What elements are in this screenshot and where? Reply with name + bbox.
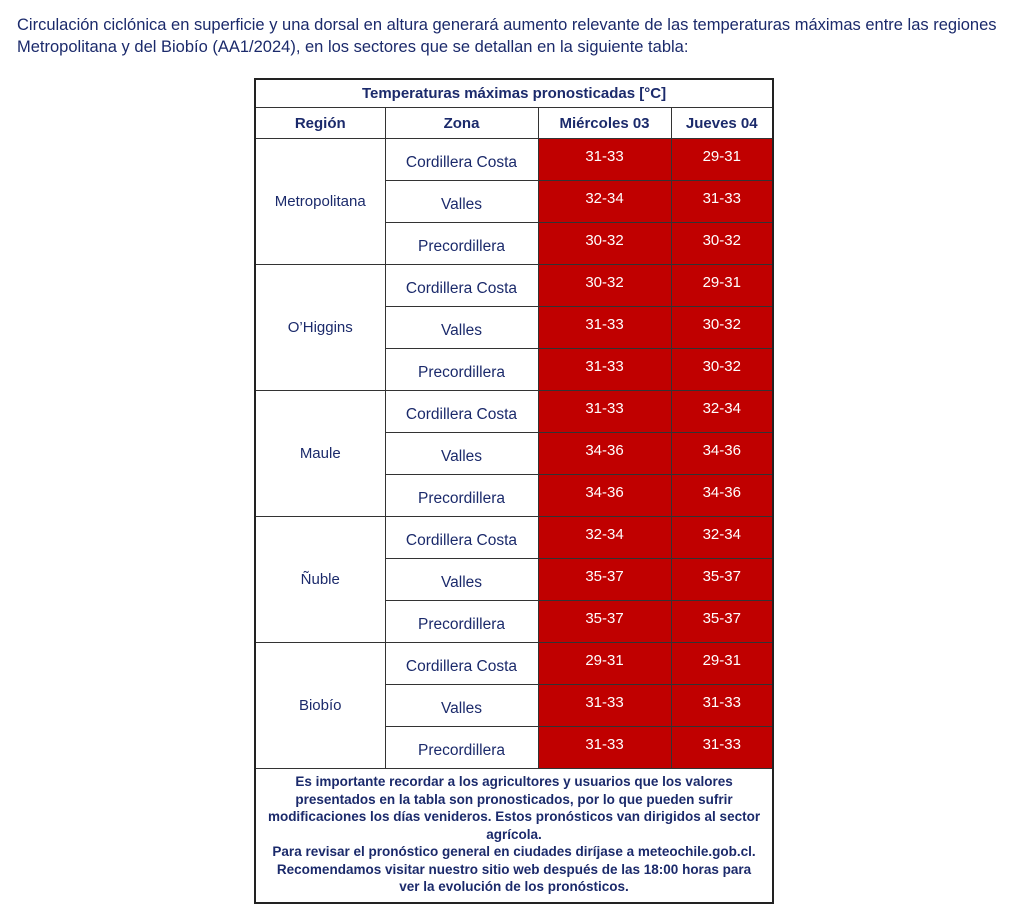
miercoles-value: 29-31 [537,642,672,685]
miercoles-value: 31-33 [537,138,672,181]
miercoles-value: 32-34 [537,180,672,223]
table-row: Precordillera 30-32 30-32 [255,222,774,265]
footer-note-2: Para revisar el pronóstico general en ci… [272,844,756,894]
miercoles-value: 34-36 [537,432,672,475]
miercoles-value: 34-36 [537,474,672,517]
header-jueves: Jueves 04 [670,107,774,139]
miercoles-value: 30-32 [537,222,672,265]
jueves-value: 29-31 [670,264,774,307]
zona-cell: Precordillera [384,474,539,517]
region-cell: Metropolitana [254,138,386,265]
header-miercoles: Miércoles 03 [537,107,672,139]
jueves-value: 30-32 [670,306,774,349]
jueves-value: 31-33 [670,684,774,727]
zona-cell: Precordillera [384,726,539,769]
zona-cell: Valles [384,684,539,727]
table-row: Valles 32-34 31-33 [255,180,774,223]
jueves-value: 30-32 [670,222,774,265]
zona-cell: Valles [384,306,539,349]
jueves-value: 31-33 [670,180,774,223]
miercoles-value: 31-33 [537,726,672,769]
jueves-value: 29-31 [670,642,774,685]
miercoles-value: 31-33 [537,684,672,727]
jueves-value: 29-31 [670,138,774,181]
table-row: Valles 34-36 34-36 [255,432,774,475]
region-cell: Maule [254,390,386,517]
table-row: Valles 31-33 31-33 [255,684,774,727]
jueves-value: 32-34 [670,516,774,559]
zona-cell: Precordillera [384,348,539,391]
jueves-value: 30-32 [670,348,774,391]
zona-cell: Valles [384,558,539,601]
jueves-value: 35-37 [670,558,774,601]
table-row: Precordillera 34-36 34-36 [255,474,774,517]
jueves-value: 32-34 [670,390,774,433]
table-row: Maule Cordillera Costa 31-33 32-34 [254,390,774,517]
region-cell: O’Higgins [254,264,386,391]
jueves-value: 34-36 [670,474,774,517]
jueves-value: 35-37 [670,600,774,643]
table-row: Metropolitana Cordillera Costa 31-33 29-31 [254,138,774,265]
miercoles-value: 35-37 [537,558,672,601]
zona-cell: Precordillera [384,222,539,265]
miercoles-value: 32-34 [537,516,672,559]
header-zona: Zona [384,107,539,139]
zona-cell: Precordillera [384,600,539,643]
footer-note-1: Es importante recordar a los agricultore… [267,774,761,842]
region-cell: Biobío [254,642,386,769]
forecast-table: Temperaturas máximas pronosticadas [°C] … [254,78,775,904]
header-region: Región [254,107,386,139]
zona-cell: Cordillera Costa [384,264,539,307]
table-row: Ñuble Cordillera Costa 32-34 32-34 [254,516,774,643]
table-footer-note: Es importante recordar a los agricultore… [254,768,774,903]
zona-cell: Valles [384,432,539,475]
table-row: O’Higgins Cordillera Costa 30-32 29-31 [254,264,774,391]
jueves-value: 31-33 [670,726,774,769]
table-row: Valles 31-33 30-32 [255,306,774,349]
table-row: Precordillera 31-33 30-32 [255,348,774,391]
zona-cell: Cordillera Costa [384,138,539,181]
region-cell: Ñuble [254,516,386,643]
zona-cell: Cordillera Costa [384,390,539,433]
intro-paragraph: Circulación ciclónica en superficie y un… [17,16,997,56]
table-row: Biobío Cordillera Costa 29-31 29-31 [254,642,774,769]
zona-cell: Cordillera Costa [384,642,539,685]
zona-cell: Valles [384,180,539,223]
miercoles-value: 30-32 [537,264,672,307]
table-title: Temperaturas máximas pronosticadas [°C] [254,78,774,108]
miercoles-value: 31-33 [537,348,672,391]
miercoles-value: 31-33 [537,306,672,349]
zona-cell: Cordillera Costa [384,516,539,559]
jueves-value: 34-36 [670,432,774,475]
miercoles-value: 35-37 [537,600,672,643]
table-row: Valles 35-37 35-37 [255,558,774,601]
miercoles-value: 31-33 [537,390,672,433]
